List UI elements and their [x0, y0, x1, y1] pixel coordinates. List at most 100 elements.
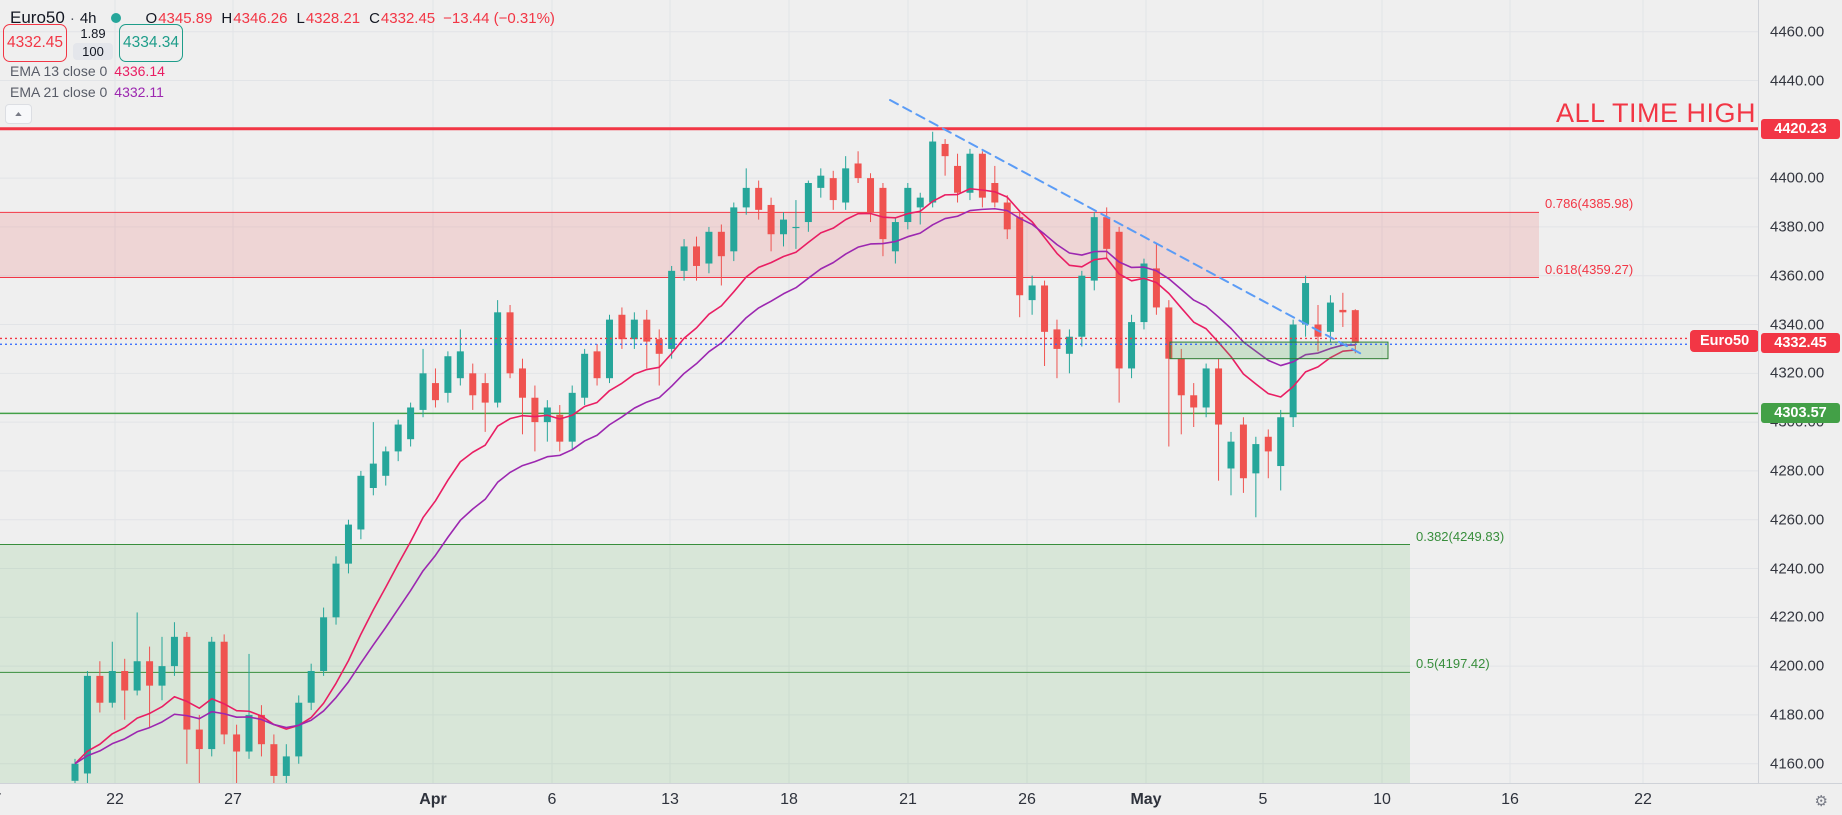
- ohlc-key: L: [296, 9, 305, 27]
- fib-level-label: 0.382(4249.83): [1416, 528, 1505, 544]
- time-axis-label: 13: [661, 791, 679, 808]
- time-axis-label: 27: [224, 791, 242, 808]
- candle-body: [1302, 283, 1310, 325]
- candle-body: [1115, 231, 1123, 369]
- fib-level-label: 0.618(4359.27): [1545, 261, 1634, 277]
- ema-13-line: [74, 187, 1356, 765]
- candle-body: [867, 178, 875, 213]
- candle-body: [1152, 268, 1160, 308]
- candle-body: [1078, 275, 1086, 337]
- candle-body: [954, 165, 962, 193]
- candle-body: [630, 319, 638, 340]
- candle-body: [357, 475, 365, 530]
- price-axis-label: 4280.00: [1770, 462, 1825, 480]
- candle-body: [506, 312, 514, 374]
- price-axis-label: 4440.00: [1770, 72, 1825, 90]
- sell-button[interactable]: 4332.45: [3, 24, 67, 62]
- candle-body: [1041, 285, 1049, 332]
- candle-body: [618, 314, 626, 340]
- candle-body: [605, 319, 613, 379]
- candle-body: [767, 204, 775, 235]
- price-change: −13.44 (−0.31%): [443, 9, 555, 27]
- market-open-dot-icon: [110, 13, 121, 23]
- price-axis[interactable]: 4460.00 4440.00 4400.00 4380.00 4360.00 4340.…: [1758, 0, 1842, 783]
- symbol-title-row: Euro50 · 4h O 4345.89 H 4346.26 L 4328.21 C 433…: [10, 6, 555, 30]
- candle-body: [1016, 217, 1024, 296]
- title-separator: ·: [69, 9, 75, 27]
- candle-body: [407, 407, 415, 440]
- candle-body: [1227, 441, 1235, 469]
- candle-body: [792, 226, 800, 229]
- candle-body: [369, 463, 377, 488]
- candle-body: [307, 671, 315, 703]
- candle-body: [531, 397, 539, 423]
- candle-body: [730, 207, 738, 252]
- candle-body: [1140, 263, 1148, 323]
- candle-body: [1277, 417, 1285, 467]
- candle-body: [966, 153, 974, 193]
- price-level-badge: 4332.45: [1761, 332, 1840, 353]
- gear-icon[interactable]: ⚙: [1814, 793, 1828, 810]
- indicator-label: EMA 21 close 0: [10, 84, 108, 100]
- ohlc-key: H: [221, 9, 233, 27]
- candle-body: [891, 222, 899, 252]
- candle-body: [1351, 310, 1359, 343]
- price-axis-label: 4160.00: [1770, 755, 1825, 773]
- indicator-value: 4336.14: [114, 63, 165, 79]
- candle-body: [146, 661, 154, 686]
- candle-body: [295, 702, 303, 757]
- timeframe-label[interactable]: 4h: [79, 9, 97, 27]
- price-chart[interactable]: [0, 0, 1758, 783]
- candle-body: [270, 744, 278, 776]
- ohlc-value: 4332.45: [380, 9, 436, 27]
- candle-body: [83, 675, 91, 774]
- candle-body: [121, 671, 129, 691]
- ohlc-value: 4328.21: [305, 9, 361, 27]
- ohlc-values: O 4345.89 H 4346.26 L 4328.21 C 4332.45 −13.44 (…: [137, 10, 555, 27]
- candle-body: [1202, 368, 1210, 408]
- candle-body: [133, 661, 141, 691]
- candle-body: [481, 383, 489, 403]
- candle-body: [320, 617, 328, 671]
- demand-zone-box: [1169, 341, 1389, 360]
- candle-body: [332, 563, 340, 618]
- candle-body: [1215, 368, 1223, 425]
- price-axis-label: 4400.00: [1770, 169, 1825, 187]
- candle-body: [257, 714, 265, 745]
- indicator-row-ema21[interactable]: EMA 21 close 0 4332.11: [10, 84, 164, 100]
- price-axis-label: 4240.00: [1770, 560, 1825, 578]
- symbol-name[interactable]: Euro50: [10, 8, 65, 27]
- candle-body: [717, 231, 725, 257]
- chevron-up-icon: ▲: [13, 109, 24, 118]
- candle-body: [568, 392, 576, 442]
- candle-body: [1103, 217, 1111, 249]
- candle-body: [195, 729, 203, 750]
- time-axis[interactable]: ⚙ 7 22 27 Apr 6 13 18 21 26 May 5 10 16 22: [0, 783, 1842, 815]
- candle-body: [1239, 424, 1247, 479]
- symbol-price-tag: Euro50: [1690, 330, 1760, 353]
- candle-body: [108, 671, 116, 703]
- candle-body: [941, 143, 949, 157]
- candle-body: [1003, 202, 1011, 230]
- candle-body: [755, 187, 763, 210]
- candle-body: [245, 714, 253, 752]
- candle-body: [780, 219, 788, 235]
- time-axis-label: 22: [106, 791, 124, 808]
- fib-level-label: 0.786(4385.98): [1545, 196, 1634, 212]
- candle-body: [282, 756, 290, 776]
- buy-button[interactable]: 4334.34: [119, 24, 183, 62]
- time-axis-label: 16: [1501, 791, 1519, 808]
- candle-body: [1339, 309, 1347, 313]
- price-axis-label: 4380.00: [1770, 218, 1825, 236]
- time-axis-label: 5: [1258, 791, 1268, 808]
- candle-body: [916, 197, 924, 208]
- candle-body: [854, 163, 862, 179]
- candle-body: [680, 246, 688, 271]
- collapse-legend-button[interactable]: ▲: [5, 104, 32, 124]
- candle-body: [1128, 322, 1136, 369]
- candle-body: [1190, 395, 1198, 408]
- candle-body: [668, 270, 676, 349]
- all-time-high-annotation: ALL TIME HIGH: [1555, 97, 1756, 128]
- indicator-row-ema13[interactable]: EMA 13 close 0 4336.14: [10, 63, 165, 79]
